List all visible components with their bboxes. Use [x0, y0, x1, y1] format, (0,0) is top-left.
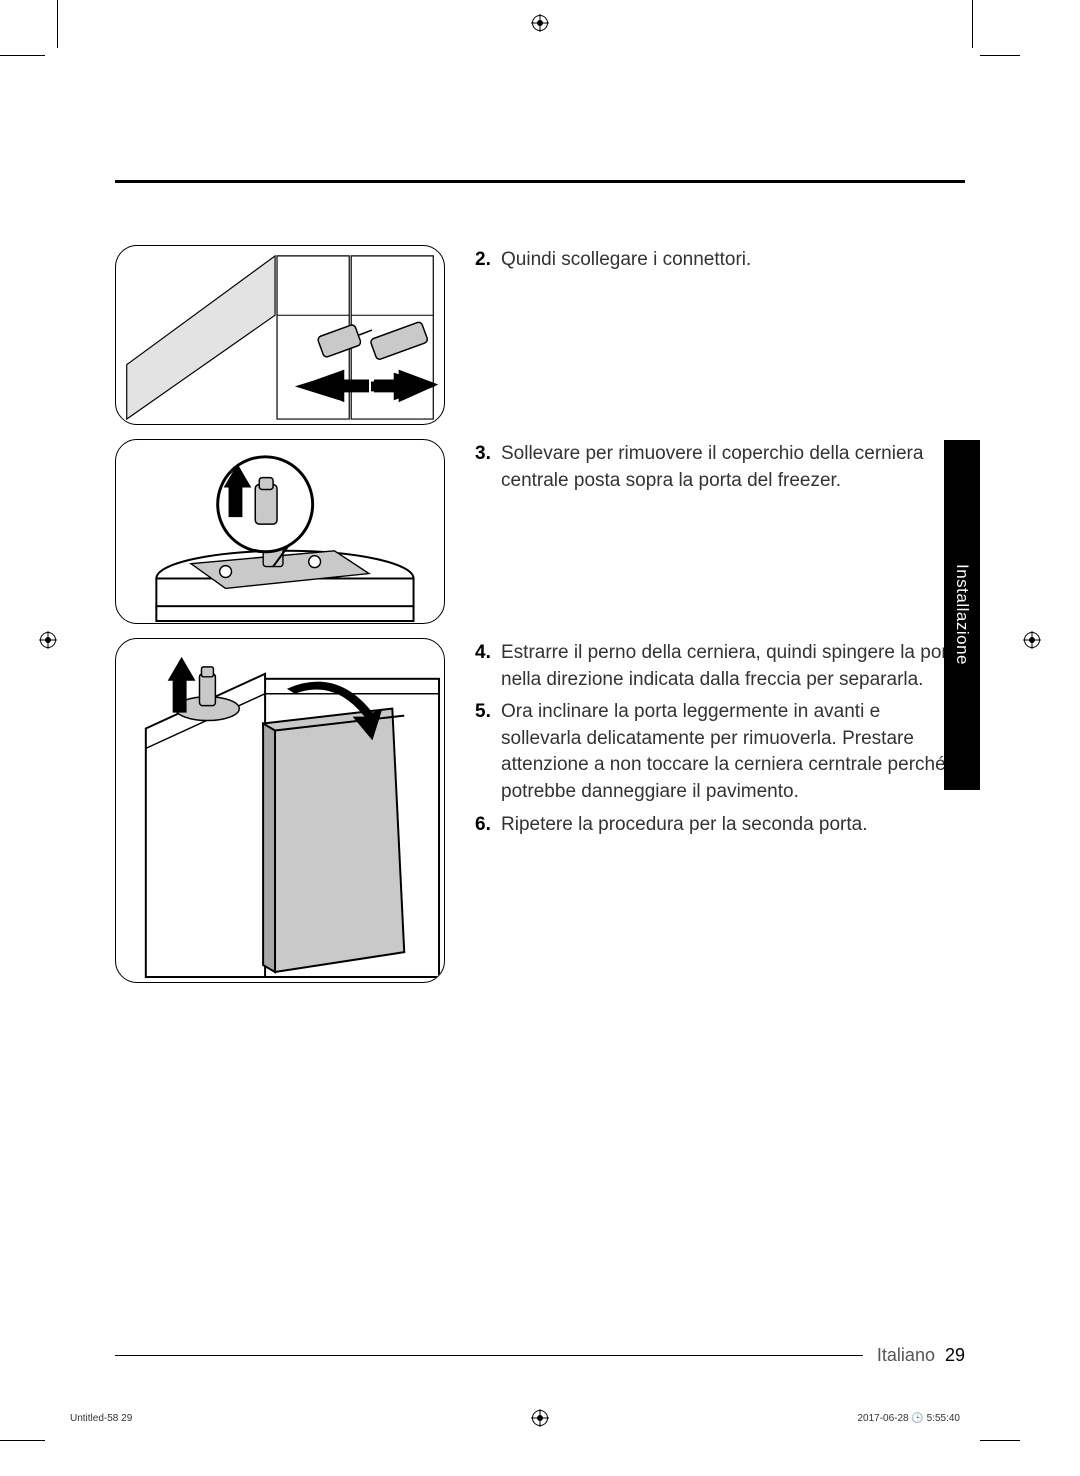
crop-line: [972, 0, 973, 48]
page-content: 2. Quindi scollegare i connettori.: [115, 245, 965, 997]
step-number: 2.: [475, 247, 491, 274]
step-2: 2. Quindi scollegare i connettori.: [475, 247, 965, 274]
step-6: 6. Ripetere la procedura per la seconda …: [475, 812, 965, 839]
step-4: 4. Estrarre il perno della cerniera, qui…: [475, 640, 965, 693]
step-text: Sollevare per rimuovere il coperchio del…: [501, 443, 923, 491]
crop-line: [980, 55, 1020, 56]
register-mark-icon: [1024, 632, 1040, 648]
step-number: 4.: [475, 640, 491, 667]
crop-line: [980, 1440, 1020, 1441]
register-mark-icon: [40, 632, 56, 648]
step-number: 6.: [475, 812, 491, 839]
crop-line: [0, 1440, 45, 1441]
step-number: 3.: [475, 441, 491, 468]
figure-step-2: [115, 245, 445, 425]
step-row-3: 3. Sollevare per rimuovere il coperchio …: [115, 439, 965, 624]
section-tab: Installazione: [944, 440, 980, 790]
step-3: 3. Sollevare per rimuovere il coperchio …: [475, 441, 965, 494]
print-meta-right: 2017-06-28 🕒 5:55:40: [857, 1413, 960, 1424]
crop-line: [57, 0, 58, 48]
footer-rule: [115, 1355, 863, 1356]
step-text: Ripetere la procedura per la seconda por…: [501, 814, 868, 835]
crop-line: [0, 55, 45, 56]
page-footer: Italiano 29: [115, 1345, 965, 1366]
step-text: Estrarre il perno della cerniera, quindi…: [501, 642, 964, 690]
step-row-2: 2. Quindi scollegare i connettori.: [115, 245, 965, 425]
footer-language: Italiano: [877, 1345, 935, 1366]
figure-step-4: [115, 638, 445, 983]
figure-step-3: [115, 439, 445, 624]
page-number: 29: [945, 1345, 965, 1366]
step-5: 5. Ora inclinare la porta leggermente in…: [475, 699, 965, 805]
step-text: Quindi scollegare i connettori.: [501, 249, 751, 270]
step-row-4-6: 4. Estrarre il perno della cerniera, qui…: [115, 638, 965, 983]
step-number: 5.: [475, 699, 491, 726]
step-text: Ora inclinare la porta leggermente in av…: [501, 701, 946, 802]
section-rule: [115, 180, 965, 183]
section-tab-label: Installazione: [952, 564, 972, 665]
print-meta-left: Untitled-58 29: [70, 1413, 132, 1424]
register-mark-icon: [532, 15, 548, 31]
register-mark-icon: [532, 1410, 548, 1426]
